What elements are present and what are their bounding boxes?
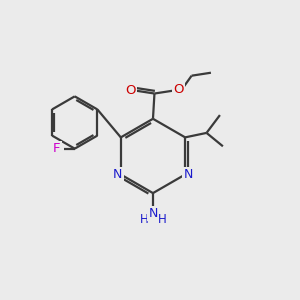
Text: O: O <box>173 82 184 96</box>
Text: N: N <box>148 207 158 220</box>
Text: H: H <box>158 213 166 226</box>
Text: F: F <box>53 142 61 155</box>
Text: O: O <box>125 84 136 97</box>
Text: H: H <box>140 213 148 226</box>
Text: N: N <box>113 168 122 181</box>
Text: N: N <box>183 168 193 181</box>
